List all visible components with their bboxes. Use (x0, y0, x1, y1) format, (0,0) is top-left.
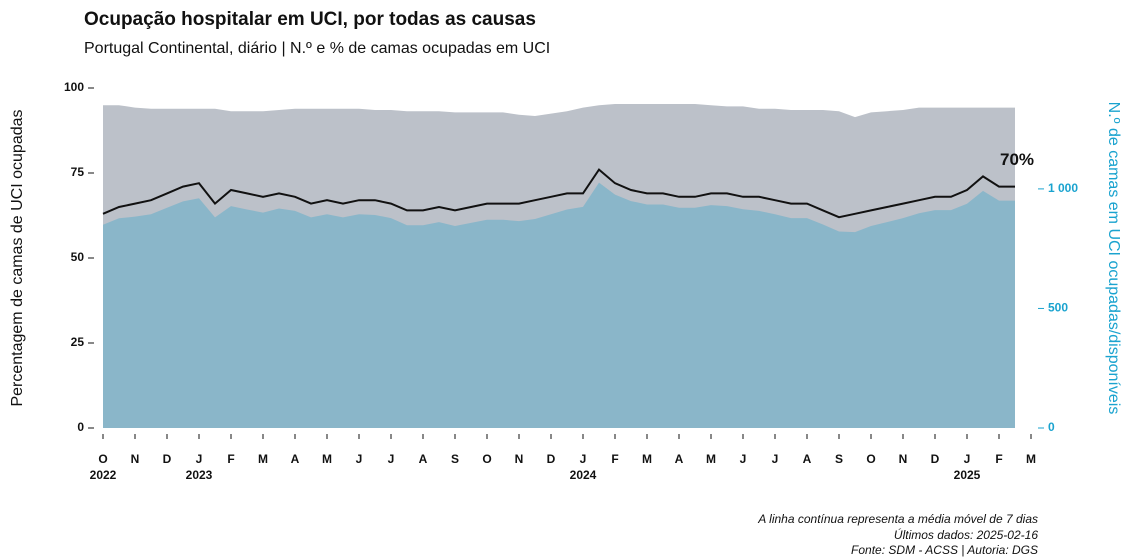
x-tick-label: D (931, 452, 940, 466)
annotation: 70% (1000, 150, 1034, 169)
y-axis-label: Percentagem de camas de UCI ocupadas (9, 109, 26, 406)
y2-axis-label: N.º de camas em UCI ocupadas/disponíveis (1105, 102, 1122, 415)
y2-tick-label: 1 000 (1048, 181, 1078, 195)
x-tick-label: J (580, 452, 587, 466)
year-label: 2024 (570, 468, 597, 482)
x-tick-label: N (515, 452, 524, 466)
y-tick-label: 25 (71, 335, 85, 349)
x-tick-label: A (675, 452, 684, 466)
year-label: 2023 (186, 468, 213, 482)
x-tick-label: J (772, 452, 779, 466)
year-label: 2022 (90, 468, 117, 482)
x-tick-label: O (482, 452, 491, 466)
x-tick-label: O (98, 452, 107, 466)
x-tick-label: D (163, 452, 172, 466)
y-tick-label: 100 (64, 80, 84, 94)
line (102, 168, 1015, 219)
x-tick-label: D (547, 452, 556, 466)
y-tick-label: 75 (71, 165, 85, 179)
y2-tick-label: 0 (1048, 420, 1055, 434)
x-tick-label: J (388, 452, 395, 466)
x-tick-label: A (803, 452, 812, 466)
x-tick-label: N (899, 452, 908, 466)
x-tick-label: M (642, 452, 652, 466)
x-tick-label: J (356, 452, 363, 466)
chart-title: Ocupação hospitalar em UCI, por todas as… (84, 9, 536, 30)
x-tick-label: A (291, 452, 300, 466)
x-tick-label: A (419, 452, 428, 466)
y2-tick-label: 500 (1048, 301, 1068, 315)
note: A linha contínua representa a média móve… (757, 512, 1038, 526)
x-tick-label: N (131, 452, 140, 466)
x-tick-label: S (451, 452, 459, 466)
y-tick-label: 0 (77, 420, 84, 434)
x-tick-label: F (227, 452, 234, 466)
x-tick-label: M (1026, 452, 1036, 466)
x-tick-label: F (995, 452, 1002, 466)
x-tick-label: F (611, 452, 618, 466)
x-tick-label: J (964, 452, 971, 466)
x-tick-label: M (258, 452, 268, 466)
note: Últimos dados: 2025-02-16 (894, 527, 1038, 542)
note: Fonte: SDM - ACSS | Autoria: DGS (851, 543, 1038, 557)
x-tick-label: M (322, 452, 332, 466)
y-tick-label: 50 (71, 250, 85, 264)
x-tick-label: O (866, 452, 875, 466)
x-tick-label: S (835, 452, 843, 466)
x-tick-label: M (706, 452, 716, 466)
year-label: 2025 (954, 468, 981, 482)
x-tick-label: J (740, 452, 747, 466)
area (103, 182, 1015, 428)
chart-subtitle: Portugal Continental, diário | N.º e % d… (84, 40, 550, 57)
x-tick-label: J (196, 452, 203, 466)
